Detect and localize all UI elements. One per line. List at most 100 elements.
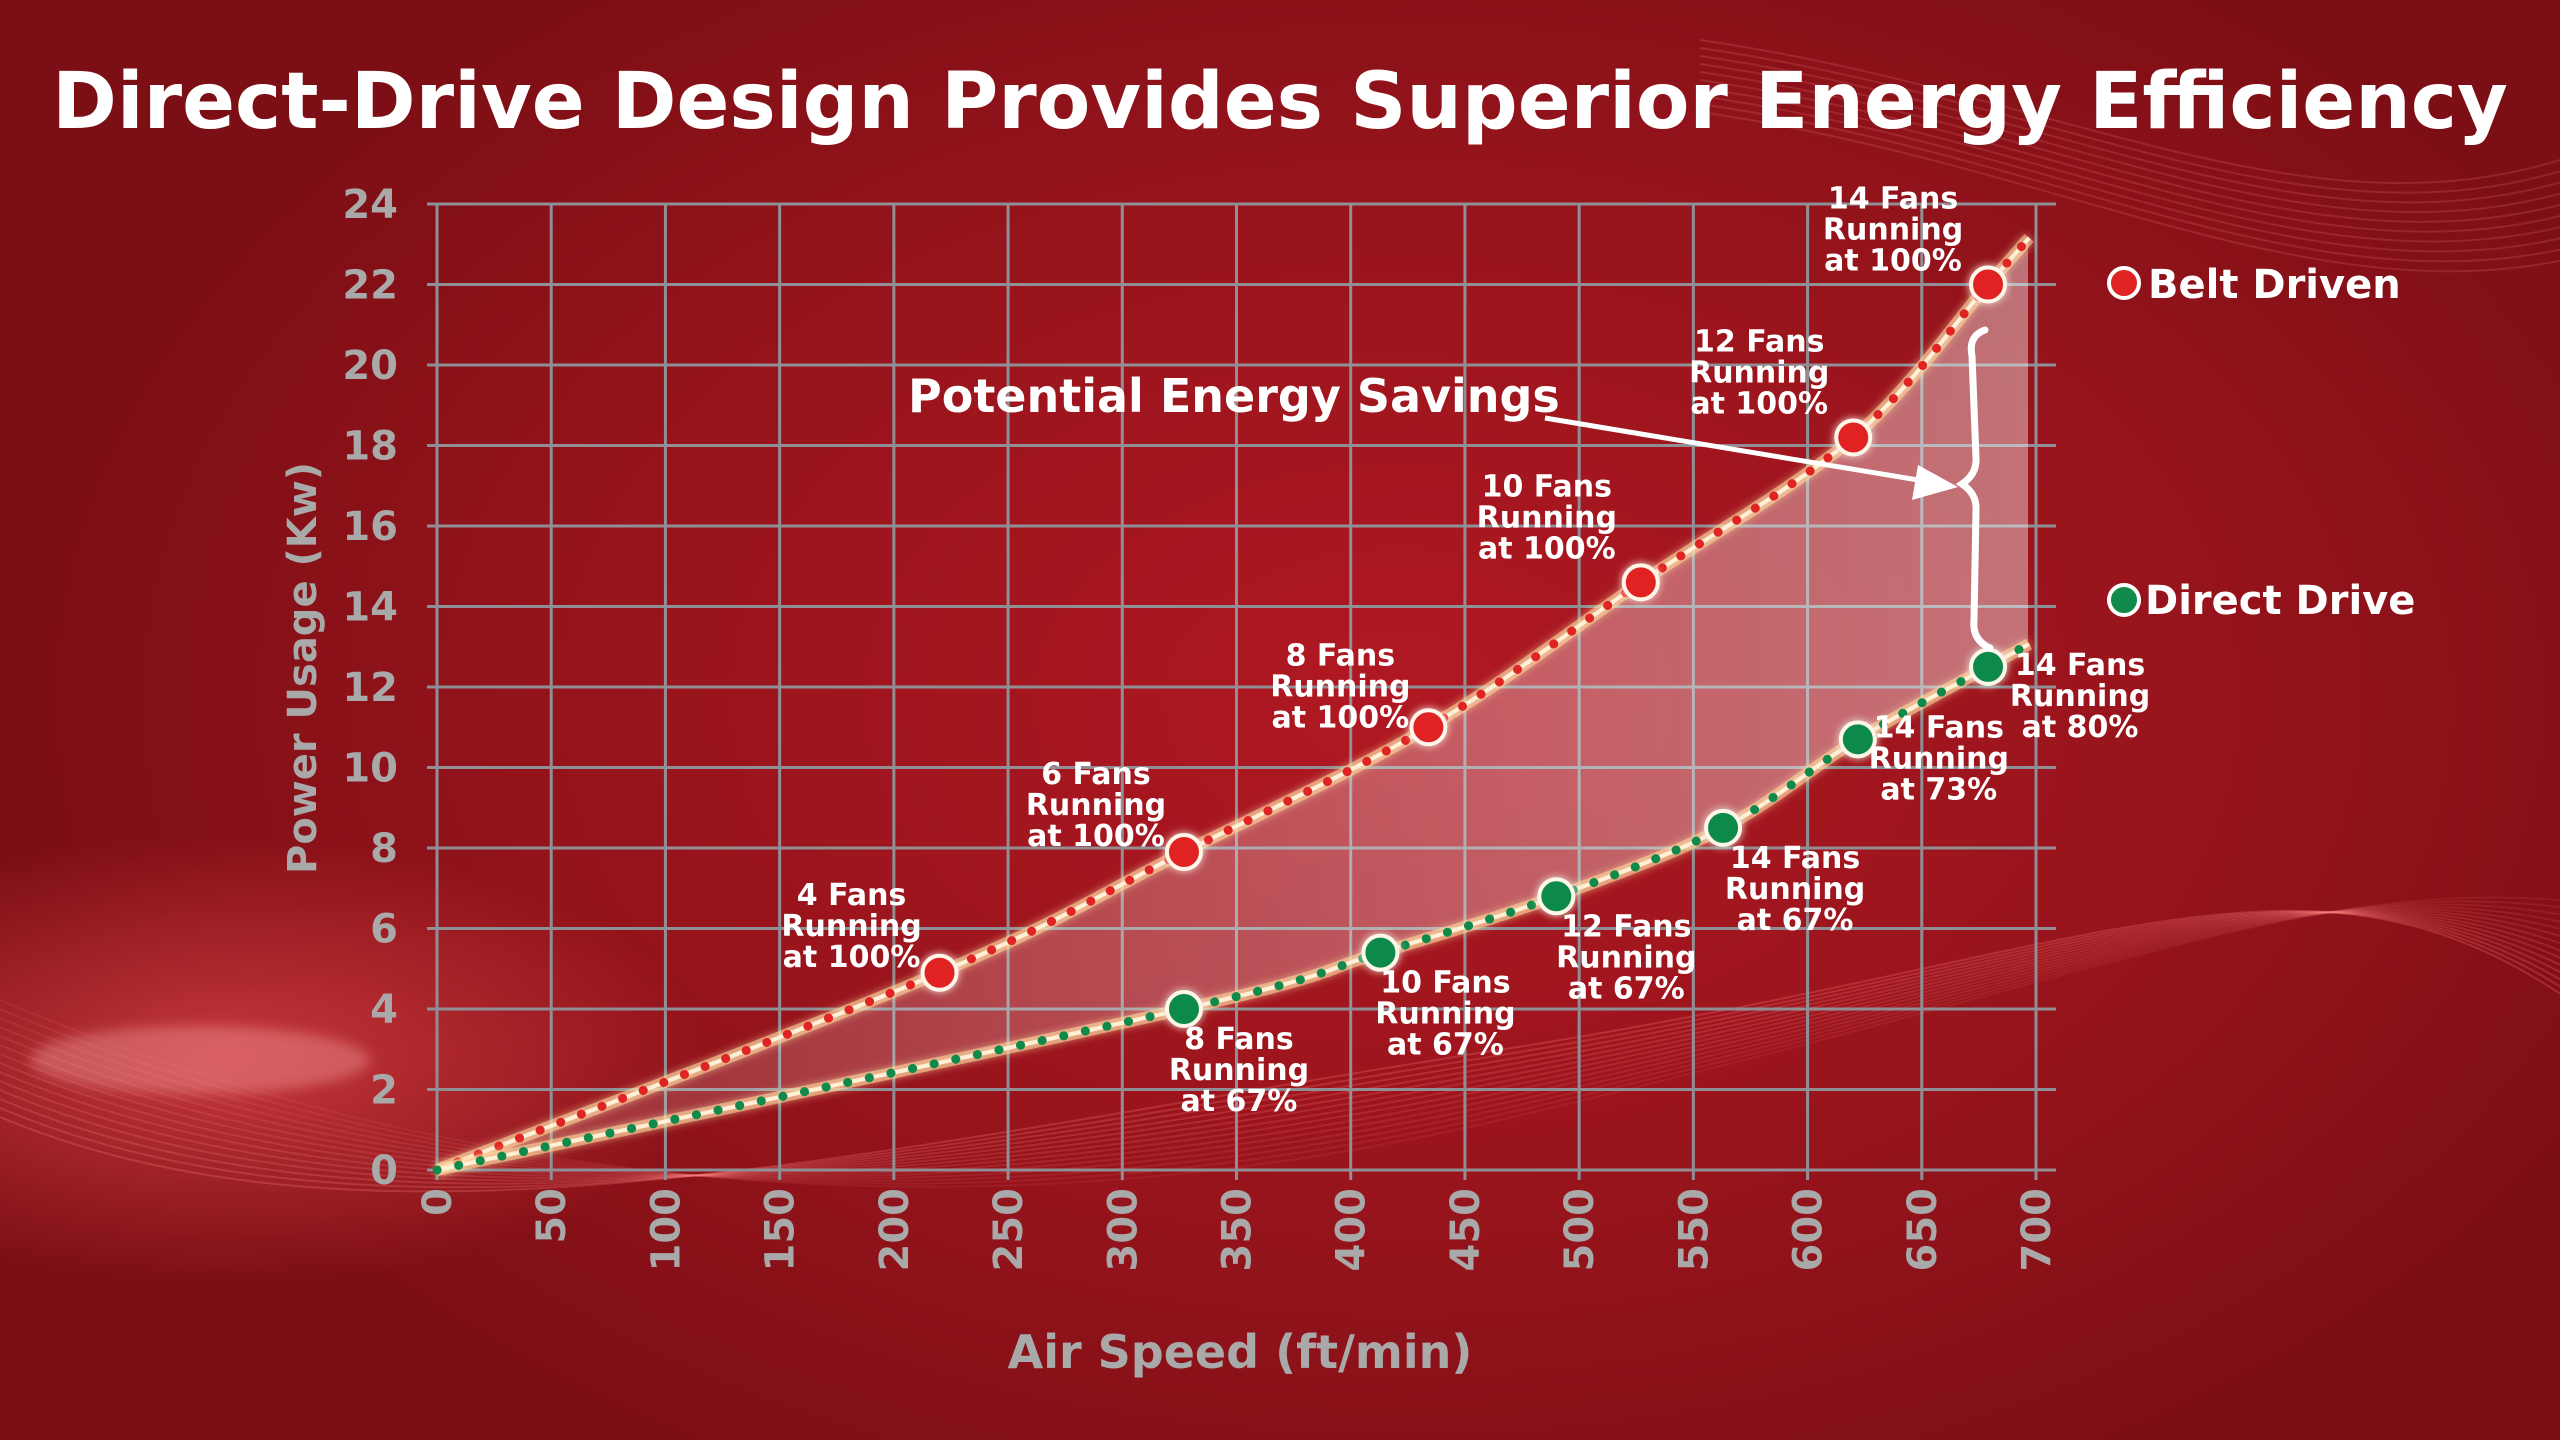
swoosh-line [1699, 47, 2560, 194]
swoosh-line [1699, 55, 2560, 204]
y-tick-label: 10 [342, 746, 398, 792]
belt-driven-point-label: 14 Fans Running at 100% [1823, 182, 1963, 279]
x-axis-label: Air Speed (ft/min) [1008, 1325, 1473, 1379]
point-labels: 4 Fans Running at 100%6 Fans Running at 100%… [781, 182, 2150, 1120]
y-tick-label: 16 [342, 504, 398, 550]
point-label-line: at 67% [1181, 1084, 1298, 1119]
point-label-line: Running [1026, 788, 1166, 823]
belt-driven-point [1621, 563, 1660, 602]
swoosh-line [1699, 111, 2560, 273]
point-label-line: at 100% [1272, 700, 1410, 735]
savings-arrowhead [1912, 465, 1958, 500]
y-tick-label: 8 [370, 826, 398, 872]
belt-driven-point [1164, 833, 1203, 872]
direct-drive-point [1704, 808, 1743, 847]
belt-driven-point-label: 8 Fans Running at 100% [1270, 638, 1410, 735]
point-label-line: at 67% [1737, 903, 1854, 938]
swoosh-line [0, 910, 2560, 1177]
y-tick-label: 0 [370, 1148, 398, 1194]
x-tick-label: 250 [986, 1188, 1032, 1272]
x-tick-label: 700 [2014, 1188, 2060, 1272]
x-tick-label: 300 [1100, 1188, 1146, 1272]
point-label-line: Running [1869, 741, 2009, 776]
glow-spot [30, 1026, 370, 1094]
background-swooshes [0, 39, 2560, 1193]
energy-savings-area [437, 239, 2029, 1171]
x-tick-label: 100 [643, 1188, 689, 1272]
swoosh-line [1699, 39, 2560, 184]
swoosh-line [0, 911, 2560, 1180]
point-label-line: at 100% [1027, 819, 1165, 854]
direct-drive-point-label: 14 Fans Running at 80% [2010, 648, 2150, 745]
point-label-line: 10 Fans [1380, 966, 1510, 1001]
swoosh-line [0, 905, 2560, 1180]
point-label-line: 12 Fans [1561, 909, 1691, 944]
x-tick-label: 550 [1671, 1188, 1717, 1272]
x-tick-label: 600 [1786, 1188, 1832, 1272]
point-label-line: Running [781, 909, 921, 944]
point-label-line: Running [1556, 940, 1696, 975]
chart-title: Direct-Drive Design Provides Superior En… [52, 57, 2508, 147]
belt-driven-point [1969, 265, 2008, 304]
belt-driven-point-label: 10 Fans Running at 100% [1477, 469, 1617, 566]
point-label-line: 8 Fans [1286, 638, 1396, 673]
swoosh-line [1699, 87, 2560, 243]
point-label-line: Running [1169, 1053, 1309, 1088]
y-tick-label: 18 [342, 424, 398, 470]
legend-belt-driven-marker [2107, 266, 2141, 300]
point-label-line: at 100% [1478, 531, 1616, 566]
swoosh-line [0, 910, 2560, 1185]
point-label-line: 14 Fans [1874, 710, 2004, 745]
swoosh-line [1699, 71, 2560, 223]
swoosh-line [0, 911, 2560, 1182]
direct-drive-point [1164, 990, 1203, 1028]
swoosh-line [1699, 63, 2560, 214]
swoosh-line [0, 900, 2560, 1185]
point-label-line: 14 Fans [1730, 841, 1860, 876]
direct-drive-point-label: 14 Fans Running at 73% [1869, 710, 2009, 807]
belt-driven-point [920, 953, 959, 992]
point-label-line: Running [1725, 872, 1865, 907]
belt-driven-point-label: 4 Fans Running at 100% [781, 878, 921, 975]
y-tick-label: 22 [342, 263, 398, 309]
swoosh-line [0, 909, 2560, 1177]
point-label-line: 12 Fans [1694, 324, 1824, 359]
y-axis-label: Power Usage (Kw) [280, 462, 326, 874]
direct-drive-point-label: 8 Fans Running at 67% [1169, 1022, 1309, 1119]
x-tick-label: 350 [1215, 1188, 1261, 1272]
swoosh-line [0, 910, 2560, 1189]
direct-drive-point [1838, 720, 1877, 759]
belt-driven-point [1834, 418, 1873, 457]
savings-bracket [1955, 326, 1994, 652]
point-label-line: 14 Fans [1828, 182, 1958, 217]
legend: Belt Driven Direct Drive [2107, 262, 2415, 624]
point-label-line: at 67% [1568, 971, 1685, 1006]
swoosh-line [0, 909, 2560, 1193]
swoosh-line [0, 903, 2560, 1182]
point-label-line: at 73% [1880, 772, 1997, 807]
point-label-line: at 67% [1387, 1028, 1504, 1063]
y-tick-label: 6 [370, 907, 398, 953]
point-label-line: Running [1270, 669, 1410, 704]
point-label-line: Running [1477, 500, 1617, 535]
point-label-line: 6 Fans [1041, 757, 1151, 792]
y-tick-label: 12 [342, 665, 398, 711]
x-tick-label: 200 [872, 1188, 918, 1272]
belt-driven-point-label: 12 Fans Running at 100% [1689, 324, 1829, 421]
x-tick-label: 0 [415, 1188, 461, 1216]
swoosh-line [1699, 79, 2560, 233]
point-label-line: 14 Fans [2015, 648, 2145, 683]
belt-driven-curve-dots [432, 233, 2034, 1175]
y-tick-label: 4 [370, 987, 398, 1033]
x-tick-label: 50 [529, 1188, 575, 1244]
x-tick-label: 400 [1329, 1188, 1375, 1272]
point-label-line: at 100% [1824, 244, 1962, 279]
y-tick-label: 14 [342, 585, 398, 631]
x-tick-label: 500 [1557, 1188, 1603, 1272]
x-tick-label: 150 [758, 1188, 804, 1272]
legend-direct-drive-marker [2107, 583, 2141, 617]
point-label-line: at 80% [2022, 710, 2139, 745]
